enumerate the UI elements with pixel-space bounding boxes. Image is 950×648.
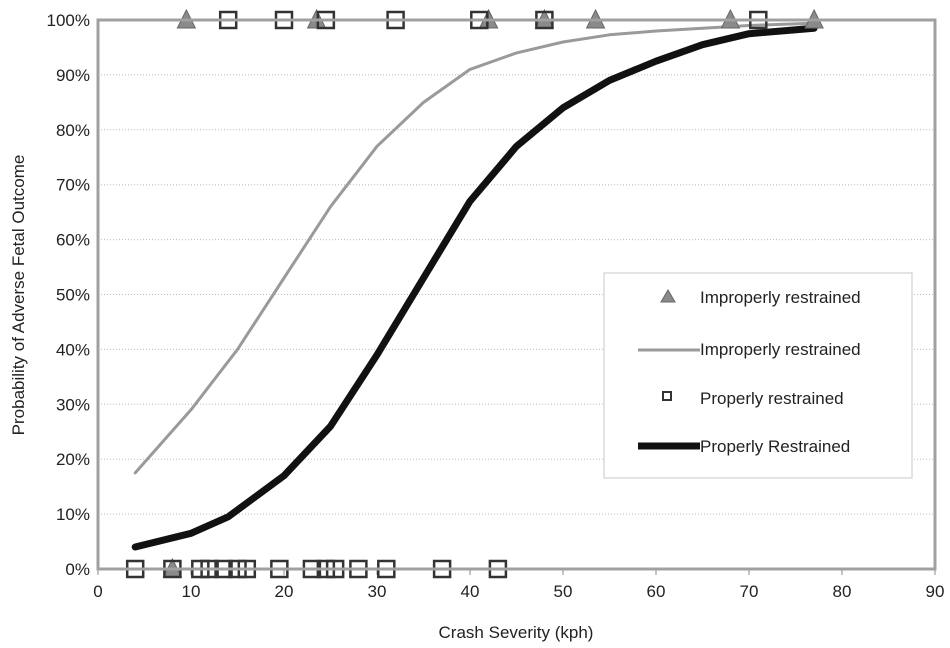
y-tick-label: 60% xyxy=(56,231,90,250)
x-tick-label: 0 xyxy=(93,582,102,601)
y-tick-label: 70% xyxy=(56,176,90,195)
x-tick-labels: 0 10 20 30 40 50 60 70 80 90 xyxy=(93,569,944,601)
y-tick-label: 0% xyxy=(65,560,90,579)
legend-label: Properly restrained xyxy=(700,389,844,408)
x-axis-title: Crash Severity (kph) xyxy=(439,623,594,642)
legend-label: Improperly restrained xyxy=(700,288,861,307)
x-tick-label: 30 xyxy=(368,582,387,601)
x-tick-label: 50 xyxy=(554,582,573,601)
legend-item-proper-scatter: Properly restrained xyxy=(662,389,844,408)
x-tick-label: 80 xyxy=(833,582,852,601)
y-tick-label: 30% xyxy=(56,395,90,414)
y-tick-label: 10% xyxy=(56,505,90,524)
triangle-marker-icon xyxy=(660,289,676,303)
y-tick-labels: 0% 10% 20% 30% 40% 50% 60% 70% 80% 90% 100% xyxy=(47,11,90,579)
y-tick-label: 100% xyxy=(47,11,90,30)
plot-border xyxy=(96,18,937,571)
y-axis-title: Probability of Adverse Fetal Outcome xyxy=(9,155,28,436)
square-marker-icon xyxy=(662,391,672,401)
y-tick-label: 40% xyxy=(56,340,90,359)
x-tick-label: 10 xyxy=(182,582,201,601)
x-tick-label: 40 xyxy=(461,582,480,601)
x-tick-label: 90 xyxy=(926,582,945,601)
x-tick-label: 60 xyxy=(647,582,666,601)
y-tick-label: 20% xyxy=(56,450,90,469)
legend-label: Properly Restrained xyxy=(700,437,850,456)
legend: Improperly restrained Improperly restrai… xyxy=(603,272,913,479)
x-tick-label: 20 xyxy=(275,582,294,601)
legend-item-proper-line: Properly Restrained xyxy=(638,437,850,456)
x-tick-label: 70 xyxy=(740,582,759,601)
legend-item-improper-scatter: Improperly restrained xyxy=(660,288,861,307)
y-tick-label: 80% xyxy=(56,121,90,140)
y-tick-label: 90% xyxy=(56,66,90,85)
legend-label: Improperly restrained xyxy=(700,340,861,359)
y-tick-label: 50% xyxy=(56,286,90,305)
proper-curve-line xyxy=(131,24,818,551)
legend-item-improper-line: Improperly restrained xyxy=(638,340,861,359)
improper-curve-line xyxy=(133,21,816,475)
